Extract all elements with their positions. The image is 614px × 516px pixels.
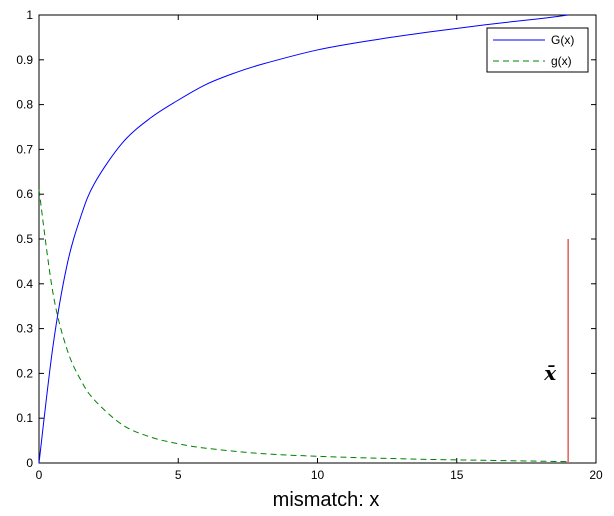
xbar-label: x̄	[543, 361, 557, 385]
y-axis: 0 0.1 0.2 0.3 0.4 0.5 0.6 0.7 0.8 0.9 1	[16, 8, 596, 470]
series-group	[38, 14, 569, 464]
y-tick-label: 0.5	[16, 232, 33, 246]
y-tick-label: 0.2	[16, 366, 33, 380]
y-tick-label: 0.8	[16, 98, 33, 112]
y-tick-label: 1	[26, 8, 33, 22]
x-tick-label: 10	[311, 468, 325, 482]
x-tick-label: 0	[36, 468, 43, 482]
x-axis-label: mismatch: x	[273, 489, 380, 511]
y-tick-label: 0.6	[16, 187, 33, 201]
series-line-G	[38, 14, 569, 464]
y-tick-label: 0.4	[16, 277, 33, 291]
legend-box	[486, 27, 589, 73]
y-tick-label: 0.7	[16, 142, 33, 156]
legend: G(x) g(x)	[486, 27, 589, 73]
legend-label: g(x)	[551, 54, 572, 68]
series-line-g	[38, 189, 569, 463]
x-tick-label: 15	[450, 468, 464, 482]
xbar-marker-group: x̄	[543, 239, 569, 463]
x-tick-label: 5	[175, 468, 182, 482]
legend-label: G(x)	[551, 33, 574, 47]
x-tick-label: 20	[589, 468, 603, 482]
plot-area	[38, 14, 597, 464]
y-tick-label: 0	[26, 456, 33, 470]
y-tick-label: 0.9	[16, 53, 33, 67]
y-tick-label: 0.1	[16, 411, 33, 425]
y-tick-label: 0.3	[16, 322, 33, 336]
